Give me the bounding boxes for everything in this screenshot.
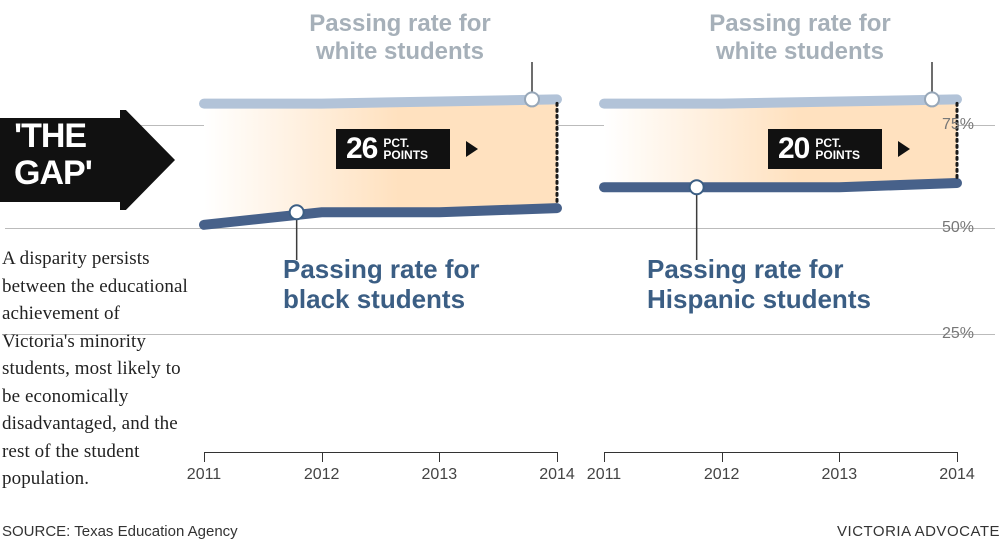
chart-svg-right <box>598 0 963 500</box>
gap-callout-left: 26 PCT.POINTS <box>336 129 450 169</box>
label-white-left: Passing rate for white students <box>290 10 510 65</box>
label-hispanic: Passing rate for Hispanic students <box>647 255 957 315</box>
gap-notch-left <box>466 141 478 157</box>
chart-svg-left <box>198 0 563 500</box>
title-text: 'THEGAP' <box>14 118 92 193</box>
pct-label-50: 50% <box>942 219 974 237</box>
source-text: SOURCE: Texas Education Agency <box>2 523 238 540</box>
pct-label-75: 75% <box>942 116 974 134</box>
xaxis-left: 2011201220132014 <box>198 452 563 482</box>
gap-callout-right: 20 PCT.POINTS <box>768 129 882 169</box>
pct-label-25: 25% <box>942 325 974 343</box>
charts-area <box>198 0 996 500</box>
xaxis-right: 2011201220132014 <box>598 452 963 482</box>
title-arrow: 'THEGAP' <box>0 110 175 210</box>
gap-value-right: 20 <box>778 132 809 166</box>
gap-notch-right <box>898 141 910 157</box>
brand-text: VICTORIA ADVOCATE <box>837 523 1000 540</box>
gap-unit-left: PCT.POINTS <box>383 137 428 161</box>
footer: SOURCE: Texas Education Agency VICTORIA … <box>2 523 1000 540</box>
chart-hispanic-students <box>598 0 963 500</box>
gap-value-left: 26 <box>346 132 377 166</box>
label-black: Passing rate for black students <box>283 255 523 315</box>
description-text: A disparity persists between the educati… <box>2 245 194 493</box>
label-white-right: Passing rate for white students <box>690 10 910 65</box>
gap-unit-right: PCT.POINTS <box>815 137 860 161</box>
infographic-root: 'THEGAP' A disparity persists between th… <box>0 0 1002 546</box>
chart-black-students <box>198 0 563 500</box>
